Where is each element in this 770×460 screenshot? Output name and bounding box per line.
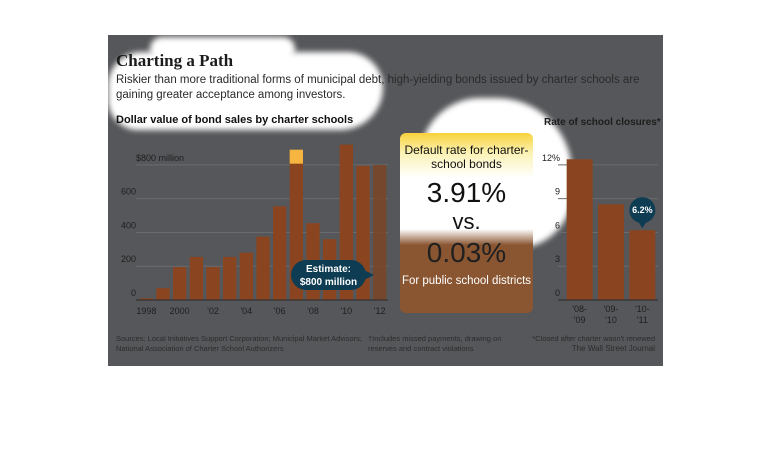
closure-y-tick-label: 6 bbox=[555, 220, 560, 230]
bond-bar bbox=[156, 288, 170, 300]
bond-x-tick-label: '12 bbox=[374, 306, 386, 316]
bond-y-tick-label: 400 bbox=[121, 220, 136, 230]
closure-bar bbox=[598, 204, 624, 300]
closure-badge bbox=[629, 197, 656, 224]
title-highlight-extra bbox=[150, 37, 295, 61]
school-closures-chart: 0 3 6 9 12% '08-'09 '09-'10 '10-'11 6.2% bbox=[542, 153, 658, 325]
bond-bar bbox=[273, 206, 287, 300]
page-title: Charting a Path bbox=[116, 51, 234, 70]
bond-bar bbox=[206, 267, 220, 300]
closure-badge-pointer bbox=[637, 220, 648, 229]
closure-badge-label: 6.2% bbox=[632, 205, 653, 215]
closure-y-tick-label: 3 bbox=[555, 254, 560, 264]
public-default-rate-label: For public school districts bbox=[401, 275, 532, 287]
closure-y-tick-label: 12% bbox=[542, 153, 560, 163]
closure-bar bbox=[629, 230, 656, 300]
closure-x-tick-label: '10- bbox=[635, 304, 650, 314]
bond-sales-chart: 0 200 400 600 $800 million 1998 2000 '02 '04 '06 '… bbox=[121, 144, 388, 316]
bond-y-tick-label: 600 bbox=[121, 187, 136, 197]
bond-bar bbox=[256, 236, 270, 300]
bond-bar-highlight bbox=[289, 149, 303, 164]
bond-x-tick-label: '10 bbox=[340, 306, 352, 316]
bond-x-tick-label: 1998 bbox=[136, 306, 156, 316]
closure-x-tick-label: '11 bbox=[637, 315, 648, 325]
page-subtitle: Riskier than more traditional forms of m… bbox=[116, 74, 640, 101]
bond-bar bbox=[223, 256, 237, 300]
bond-x-tick-label: '04 bbox=[240, 306, 252, 316]
closure-footnote-text: *Closed after charter wasn't renewed bbox=[532, 334, 655, 343]
public-default-rate-value: 0.03% bbox=[426, 237, 507, 268]
bond-y-tick-label: $800 million bbox=[136, 153, 184, 163]
bond-bar bbox=[173, 267, 187, 300]
closure-x-tick-label: '09 bbox=[574, 315, 586, 325]
closure-x-tick-label: '09- bbox=[604, 304, 619, 314]
default-rate-value: 3.91% bbox=[426, 177, 507, 208]
bond-x-tick-label: '02 bbox=[207, 306, 219, 316]
bond-x-tick-label: '06 bbox=[274, 306, 286, 316]
default-footnote: †Includes missed payments, drawing on re… bbox=[368, 334, 502, 353]
bond-x-tick-label: 2000 bbox=[170, 306, 190, 316]
closure-footnote: *Closed after charter wasn't renewed The… bbox=[519, 334, 655, 354]
bond-bar bbox=[139, 298, 153, 300]
estimate-badge bbox=[291, 260, 366, 290]
bond-x-tick-label: '08 bbox=[307, 306, 319, 316]
bond-bar bbox=[189, 256, 203, 300]
estimate-badge-pointer bbox=[362, 269, 374, 281]
closure-y-tick-label: 0 bbox=[555, 288, 560, 298]
versus-text: vs. bbox=[452, 209, 481, 234]
closure-x-tick-label: '08- bbox=[572, 304, 587, 314]
bond-sales-chart-title: Dollar value of bond sales by charter sc… bbox=[116, 114, 354, 126]
bond-y-tick-label: 0 bbox=[131, 288, 136, 298]
estimate-label-line2: $800 million bbox=[300, 277, 357, 288]
default-rate-callout: Default rate for charter-school bonds 3.… bbox=[400, 133, 533, 313]
closure-x-tick-label: '10 bbox=[605, 315, 617, 325]
closure-y-tick-label: 9 bbox=[555, 187, 560, 197]
default-rate-label: Default rate for charter-school bonds bbox=[404, 143, 529, 171]
credit-line: The Wall Street Journal bbox=[571, 344, 655, 353]
title-highlight bbox=[108, 52, 383, 130]
closure-bar bbox=[566, 159, 593, 300]
estimate-label-line1: Estimate: bbox=[306, 264, 351, 275]
bond-bar bbox=[239, 252, 253, 300]
bond-y-tick-label: 200 bbox=[121, 254, 136, 264]
bond-bar bbox=[373, 164, 387, 300]
sources-note: Sources: Local Initiatives Support Corpo… bbox=[116, 334, 362, 353]
closures-chart-title: Rate of school closures* bbox=[544, 117, 661, 128]
